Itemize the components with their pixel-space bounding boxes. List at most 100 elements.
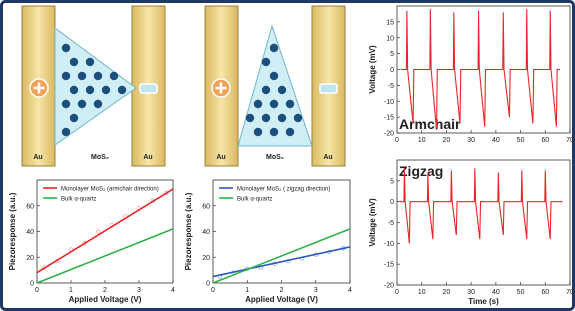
x-tick-label: 20 <box>443 289 451 296</box>
legend-label: Monolayer MoS₂ ( zigzag direction) <box>237 187 330 193</box>
electrode-label: Au <box>216 154 225 161</box>
atom <box>293 113 303 123</box>
y-axis-label: Voltage (mV) <box>368 45 377 94</box>
y-tick-label: -5 <box>388 220 394 227</box>
schematics: Au MoS₂ Au Au MoS₂ Au <box>21 5 346 167</box>
y-tick-label: 60 <box>26 203 34 210</box>
x-tick-label: 40 <box>492 137 500 144</box>
atom <box>269 99 279 109</box>
atom <box>117 85 127 95</box>
x-tick-label: 40 <box>492 289 500 296</box>
atom <box>69 113 79 123</box>
x-tick-label: 30 <box>467 137 475 144</box>
y-tick-label: 40 <box>202 229 210 236</box>
series-line <box>36 188 174 274</box>
y-tick-label: -5 <box>388 83 394 90</box>
series-line <box>399 168 563 244</box>
x-tick-label: 2 <box>280 287 284 294</box>
atom <box>285 127 295 137</box>
atom <box>253 127 263 137</box>
y-tick-label: -20 <box>384 131 394 138</box>
x-tick-label: 70 <box>566 289 574 296</box>
x-tick-label: 60 <box>541 137 549 144</box>
panel-label: Armchair <box>399 116 461 132</box>
y-tick-label: 0 <box>30 281 34 288</box>
material-label: MoS₂ <box>91 154 109 161</box>
atom <box>101 85 111 95</box>
x-tick-label: 4 <box>171 287 175 294</box>
atom <box>61 71 71 81</box>
atom <box>109 71 119 81</box>
atom <box>277 85 287 95</box>
x-tick-label: 60 <box>541 289 549 296</box>
atom <box>61 127 71 137</box>
x-tick-label: 10 <box>418 137 426 144</box>
plus-sign <box>33 82 45 94</box>
atom <box>61 43 71 53</box>
plus-sign <box>215 82 227 94</box>
atom <box>77 99 87 109</box>
x-tick-label: 3 <box>137 287 141 294</box>
y-tick-label: 40 <box>26 229 34 236</box>
y-tick-label: 5 <box>390 51 394 58</box>
atom <box>85 85 95 95</box>
x-tick-label: 0 <box>395 289 399 296</box>
material-label: MoS₂ <box>266 154 284 161</box>
x-axis-label: Applied Voltage (V) <box>69 295 142 304</box>
y-tick-label: -20 <box>384 283 394 290</box>
y-tick-label: -15 <box>384 115 394 122</box>
x-tick-label: 0 <box>395 137 399 144</box>
atoms <box>61 43 303 137</box>
x-tick-label: 0 <box>211 287 215 294</box>
y-tick-label: 0 <box>206 281 210 288</box>
legend-label: Bulk α-quartz <box>237 197 272 203</box>
x-tick-label: 10 <box>418 289 426 296</box>
y-tick-label: 60 <box>202 203 210 210</box>
atom <box>261 113 271 123</box>
x-axis-label: Applied Voltage (V) <box>245 295 318 304</box>
atom <box>93 71 103 81</box>
y-tick-label: 0 <box>390 199 394 206</box>
atom <box>277 113 287 123</box>
electrode-label: Au <box>143 154 152 161</box>
y-tick-label: 0 <box>390 67 394 74</box>
y-tick-label: 20 <box>202 255 210 262</box>
y-axis-label: Voltage (mV) <box>368 198 377 247</box>
series-line <box>400 9 561 130</box>
x-tick-label: 3 <box>314 287 318 294</box>
series-line <box>36 228 174 284</box>
electrode-label: Au <box>33 154 42 161</box>
minus-icon <box>319 83 338 94</box>
atom <box>69 85 79 95</box>
y-tick-label: 15 <box>386 19 394 26</box>
x-tick-label: 30 <box>467 289 475 296</box>
data-point <box>95 229 101 234</box>
x-tick-label: 50 <box>517 137 525 144</box>
x-tick-label: 2 <box>103 287 107 294</box>
atom <box>77 71 87 81</box>
atom <box>261 57 271 67</box>
y-tick-label: 5 <box>390 178 394 185</box>
x-tick-label: 0 <box>35 287 39 294</box>
y-tick-label: -15 <box>384 262 394 269</box>
flake <box>237 24 313 147</box>
atom <box>269 71 279 81</box>
atom <box>253 99 263 109</box>
atom <box>245 113 255 123</box>
legend-label: Monolayer MoS₂ (armchair direction) <box>61 187 159 193</box>
x-axis-label: Time (s) <box>468 297 499 306</box>
panel-label: Zigzag <box>399 163 443 179</box>
x-tick-label: 4 <box>348 287 352 294</box>
legend-label: Bulk α-quartz <box>61 197 96 203</box>
x-tick-label: 20 <box>443 137 451 144</box>
electrode-label: Au <box>323 154 332 161</box>
atom <box>261 85 271 95</box>
y-tick-label: -10 <box>384 99 394 106</box>
atom <box>93 99 103 109</box>
y-tick-label: -10 <box>384 241 394 248</box>
y-axis-label: Piezoresponse (a.u.) <box>184 192 193 270</box>
x-tick-label: 50 <box>517 289 525 296</box>
y-tick-label: 10 <box>386 35 394 42</box>
atom <box>285 99 295 109</box>
